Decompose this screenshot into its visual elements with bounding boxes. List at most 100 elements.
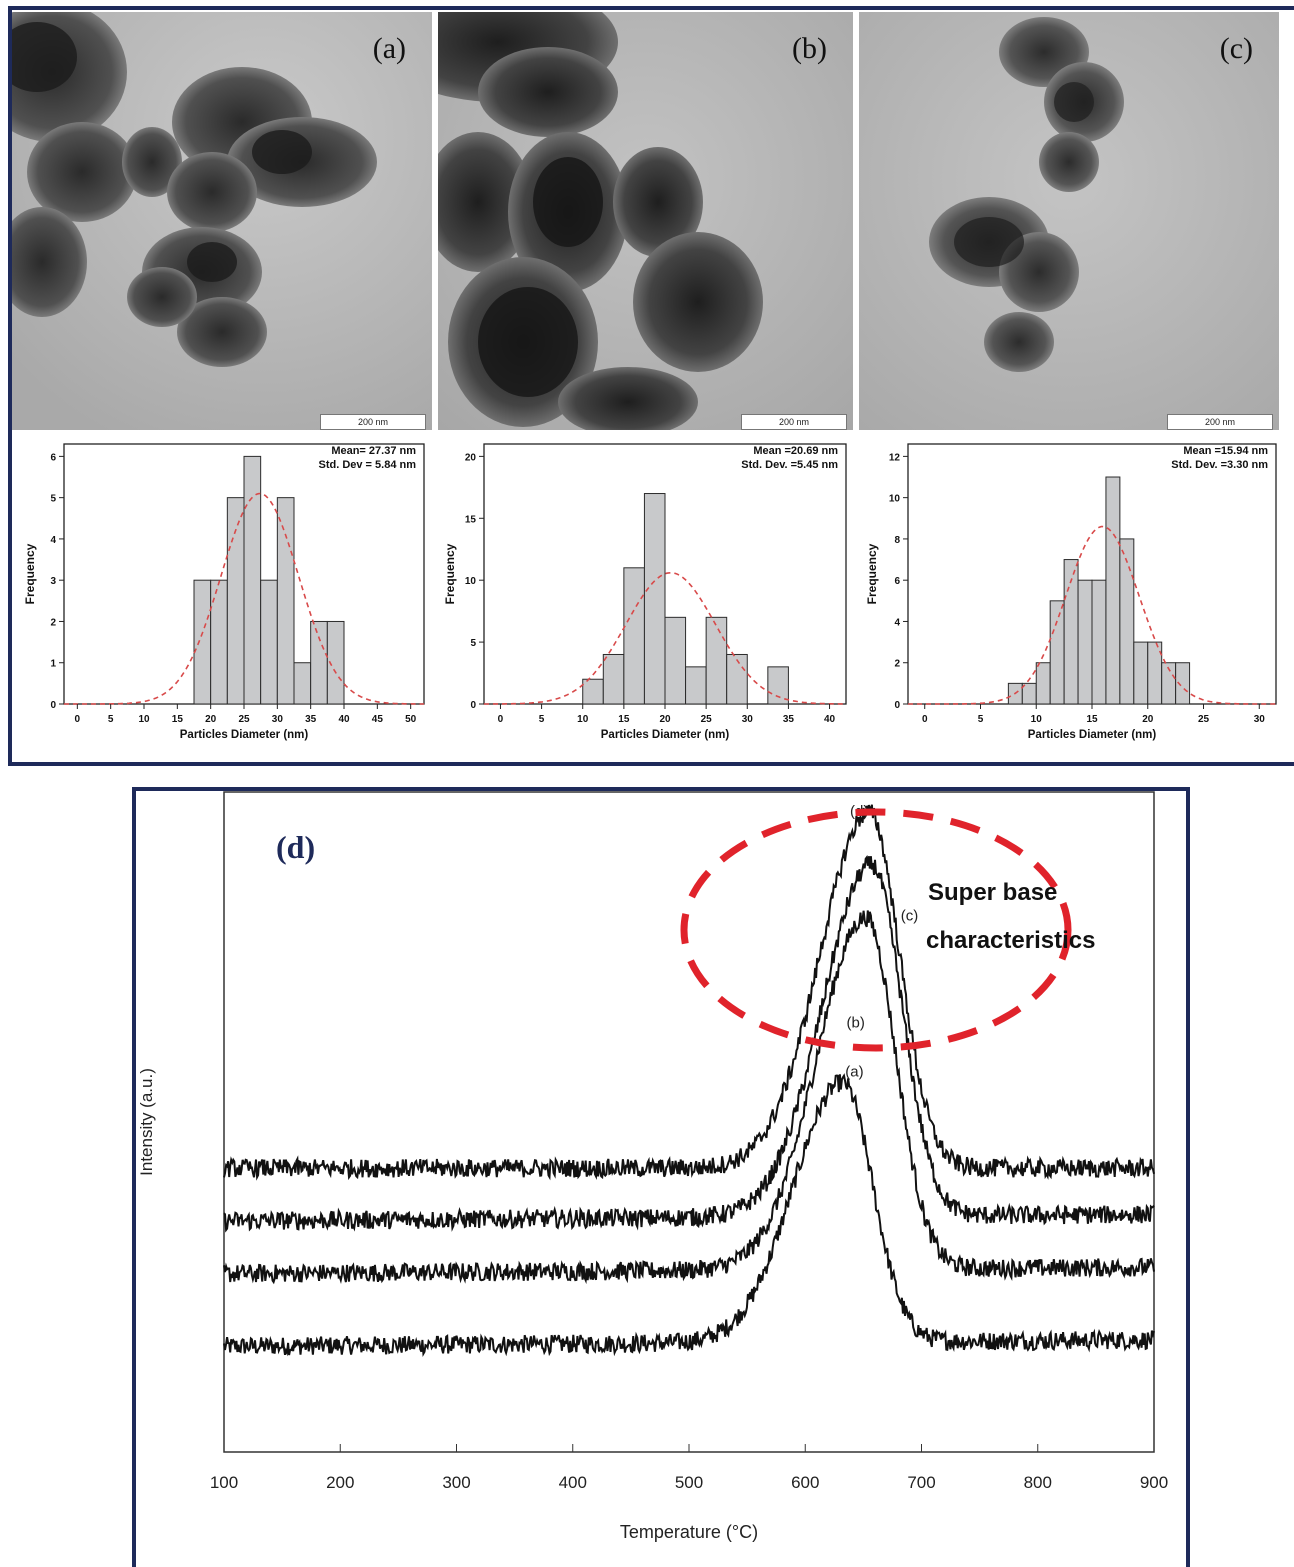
- highlight-ellipse: [680, 808, 1072, 1052]
- x-tick-label: 50: [405, 714, 417, 725]
- x-tick-label: 800: [1024, 1473, 1052, 1492]
- particle-aggregate-c: [859, 12, 1279, 430]
- x-tick-label: 100: [210, 1473, 238, 1492]
- x-tick-label: 10: [138, 714, 150, 725]
- stats-std-dev: Std. Dev = 5.84 nm: [318, 459, 416, 471]
- x-tick-label: 5: [978, 714, 984, 725]
- particle-aggregate-b: [438, 12, 853, 430]
- y-tick-label: 15: [465, 514, 477, 525]
- x-tick-label: 30: [272, 714, 284, 725]
- series-label: (c): [901, 908, 919, 925]
- y-tick-label: 2: [50, 617, 56, 628]
- y-tick-label: 4: [894, 617, 900, 628]
- histogram-c: 0 5 10 15 20 25 30 0 2 4 6 8 10 12 Particles Diameter …: [865, 443, 1277, 741]
- x-tick-label: 0: [922, 714, 928, 725]
- bottom-panel-frame: [132, 787, 1190, 1567]
- x-tick-label: 200: [326, 1473, 354, 1492]
- normal-fit-curve: [484, 572, 846, 705]
- y-axis-label: Intensity (a.u.): [137, 1068, 156, 1176]
- tpd-trace-c: [223, 854, 1155, 1233]
- x-axis-label: Particles Diameter (nm): [180, 729, 309, 741]
- histogram-bar: [767, 666, 789, 705]
- scale-bar-b: 200 nm: [741, 414, 847, 430]
- y-tick-label: 2: [894, 659, 900, 670]
- y-axis-label: Frequency: [23, 543, 37, 604]
- x-tick-label: 30: [1254, 714, 1266, 725]
- x-tick-label: 20: [1142, 714, 1154, 725]
- x-tick-label: 600: [791, 1473, 819, 1492]
- x-tick-label: 45: [372, 714, 384, 725]
- x-tick-label: 10: [1031, 714, 1043, 725]
- y-tick-label: 6: [50, 452, 56, 463]
- stats-std-dev: Std. Dev. =5.45 nm: [741, 459, 838, 471]
- stats-std-dev: Std. Dev. =3.30 nm: [1171, 459, 1268, 471]
- y-tick-label: 12: [889, 452, 901, 463]
- series-label: (b): [847, 1014, 865, 1031]
- x-axis-label: Particles Diameter (nm): [1028, 729, 1157, 741]
- stats-mean: Mean =20.69 nm: [753, 445, 838, 457]
- y-tick-label: 4: [50, 535, 56, 546]
- histogram-bar: [326, 620, 345, 705]
- y-axis-label: Frequency: [865, 543, 879, 604]
- x-tick-label: 300: [442, 1473, 470, 1492]
- top-panel-frame: [8, 6, 1294, 766]
- x-tick-label: 5: [539, 714, 545, 725]
- normal-fit-curve: [908, 525, 1276, 705]
- tpd-trace-d: [223, 804, 1155, 1181]
- y-tick-label: 1: [50, 659, 56, 670]
- tpd-trace-b: [223, 910, 1155, 1285]
- x-tick-label: 25: [1198, 714, 1210, 725]
- chart-title: (d): [276, 829, 315, 865]
- x-tick-label: 500: [675, 1473, 703, 1492]
- tem-image-b: (b) 200 nm: [438, 12, 853, 430]
- y-axis-label: Frequency: [443, 543, 457, 604]
- panel-label-b: (b): [792, 32, 827, 65]
- x-tick-label: 35: [305, 714, 317, 725]
- histogram-b: 0 5 10 15 20 25 30 35 40 0 5 10 15 20 Particles Diamet…: [443, 443, 847, 741]
- x-tick-label: 20: [659, 714, 671, 725]
- histogram-bar: [664, 616, 687, 705]
- stats-mean: Mean= 27.37 nm: [331, 445, 416, 457]
- y-tick-label: 5: [470, 638, 476, 649]
- y-tick-label: 0: [50, 700, 56, 711]
- x-tick-label: 40: [338, 714, 350, 725]
- x-tick-label: 15: [618, 714, 630, 725]
- stats-mean: Mean =15.94 nm: [1183, 445, 1268, 457]
- tpd-trace-a: [223, 1073, 1155, 1358]
- x-tick-label: 30: [742, 714, 754, 725]
- histogram-bar: [1119, 538, 1135, 705]
- annotation-line-1: Super base: [928, 879, 1057, 906]
- particle-aggregate-a: [12, 12, 432, 430]
- x-tick-label: 25: [238, 714, 250, 725]
- tem-image-a: (a) 200 nm: [12, 12, 432, 430]
- x-tick-label: 25: [701, 714, 713, 725]
- x-tick-label: 400: [559, 1473, 587, 1492]
- y-tick-label: 0: [894, 700, 900, 711]
- y-tick-label: 0: [470, 700, 476, 711]
- annotation-line-2: characteristics: [926, 927, 1095, 954]
- y-tick-label: 20: [465, 452, 477, 463]
- histogram-bar: [1175, 662, 1191, 705]
- y-tick-label: 6: [894, 576, 900, 587]
- y-tick-label: 10: [465, 576, 477, 587]
- histogram-bar: [643, 493, 666, 705]
- y-tick-label: 8: [894, 535, 900, 546]
- x-tick-label: 5: [108, 714, 114, 725]
- x-tick-label: 15: [172, 714, 184, 725]
- series-label: (a): [845, 1063, 863, 1080]
- panel-label-c: (c): [1219, 32, 1253, 65]
- histogram-bar: [276, 497, 295, 705]
- x-axis-label: Particles Diameter (nm): [601, 729, 730, 741]
- x-tick-label: 15: [1086, 714, 1098, 725]
- scale-bar-a: 200 nm: [320, 414, 426, 430]
- panel-label-a: (a): [372, 32, 406, 65]
- x-tick-label: 0: [75, 714, 81, 725]
- x-tick-label: 900: [1140, 1473, 1168, 1492]
- x-tick-label: 40: [824, 714, 836, 725]
- y-tick-label: 3: [50, 576, 56, 587]
- y-tick-label: 5: [50, 494, 56, 505]
- x-tick-label: 0: [498, 714, 504, 725]
- scale-bar-c: 200 nm: [1167, 414, 1273, 430]
